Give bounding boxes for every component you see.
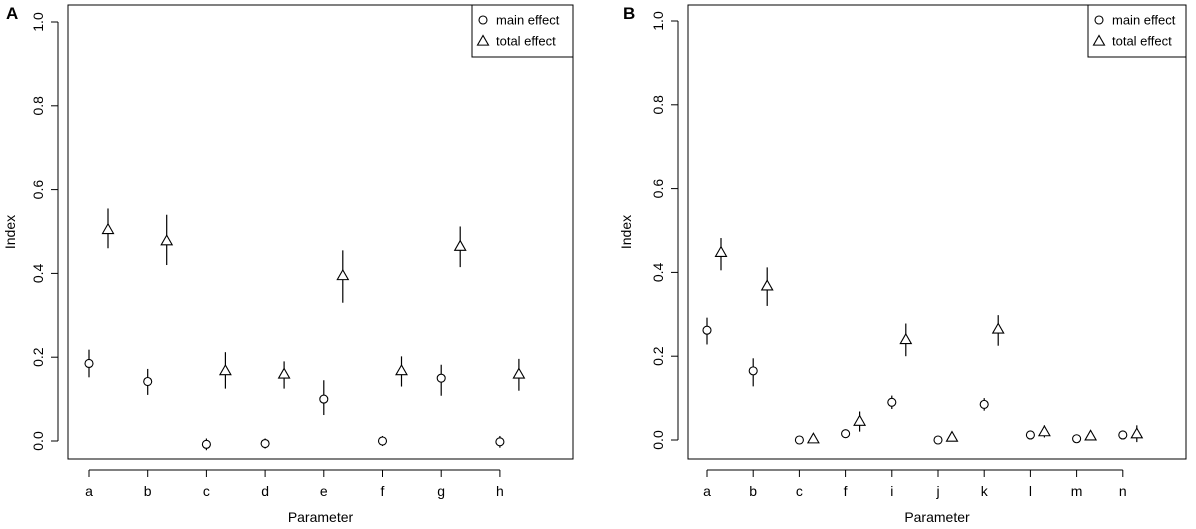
legend-circle-icon xyxy=(478,15,488,25)
y-tick-label: 0.4 xyxy=(650,262,666,282)
plot-frame xyxy=(687,4,1187,460)
main-effect-point xyxy=(841,429,851,439)
y-tick-label: 0.2 xyxy=(650,346,666,366)
legend-label: total effect xyxy=(1112,34,1172,49)
chart-a: 0.0 0.2 0.4 0.6 0.8 1.0 a b c d e f g h Parameter Index… xyxy=(2,4,574,525)
total-effect-point xyxy=(512,367,526,379)
total-effect-point xyxy=(991,322,1005,334)
y-tick-label: 0.8 xyxy=(30,96,46,116)
legend-box xyxy=(471,4,574,58)
x-tick-label: n xyxy=(1119,483,1127,499)
main-effect-point xyxy=(84,358,94,369)
total-effect-point xyxy=(277,367,291,379)
y-axis-title: Index xyxy=(618,215,634,249)
total-effect-point xyxy=(714,245,728,257)
legend-label: total effect xyxy=(496,34,556,49)
y-tick-label: 1.0 xyxy=(650,11,666,31)
y-tick-label: 0.6 xyxy=(30,180,46,200)
series-total-effect xyxy=(714,238,1144,444)
total-effect-point xyxy=(1037,425,1051,437)
x-tick-label: b xyxy=(144,483,152,499)
y-tick-label: 1.0 xyxy=(30,12,46,32)
y-axis-title: Index xyxy=(2,215,18,249)
main-effect-point xyxy=(1025,430,1035,440)
chart-panel-b: B 0.0 0.2 0.4 0.6 0.8 1.0 a b c f i j k l m n Parameter I… xyxy=(598,0,1196,529)
main-effect-point xyxy=(979,399,989,409)
main-effect-point xyxy=(794,435,804,445)
legend-circle-icon xyxy=(1094,15,1104,25)
x-tick-label: j xyxy=(935,483,939,499)
main-effect-point xyxy=(748,366,758,376)
panel-letter-a: A xyxy=(6,4,19,23)
x-axis-title: Parameter xyxy=(904,509,970,525)
total-effect-point xyxy=(945,430,959,442)
y-tick-label: 0.8 xyxy=(650,95,666,115)
total-effect-point xyxy=(853,414,867,426)
main-effect-point xyxy=(201,439,211,449)
y-tick-label: 0.2 xyxy=(30,347,46,367)
total-effect-point xyxy=(899,332,913,345)
legend-label: main effect xyxy=(496,13,560,28)
x-tick-label: m xyxy=(1071,483,1083,499)
total-effect-point xyxy=(1130,427,1144,439)
x-tick-label: k xyxy=(981,483,989,499)
x-tick-label: g xyxy=(437,483,445,499)
legend: main effect total effect xyxy=(1087,4,1187,58)
total-effect-point xyxy=(1084,429,1098,441)
legend-label: main effect xyxy=(1112,13,1176,28)
y-tick-label: 0.4 xyxy=(30,263,46,283)
x-tick-label: c xyxy=(796,483,803,499)
total-effect-point xyxy=(395,363,408,376)
legend-box xyxy=(1087,4,1187,58)
x-tick-label: a xyxy=(85,483,93,499)
x-tick-label: f xyxy=(381,483,385,499)
main-effect-point xyxy=(887,397,897,407)
y-axis: 0.0 0.2 0.4 0.6 0.8 1.0 xyxy=(650,11,679,450)
total-effect-point xyxy=(101,222,115,235)
x-axis-title: Parameter xyxy=(288,509,354,525)
x-tick-label: b xyxy=(749,483,757,499)
y-tick-label: 0.0 xyxy=(650,430,666,450)
legend: main effect total effect xyxy=(471,4,574,58)
legend-triangle-icon xyxy=(476,34,490,46)
x-tick-label: e xyxy=(320,483,328,499)
main-effect-point xyxy=(377,436,388,446)
main-effect-point xyxy=(319,394,329,404)
total-effect-point xyxy=(336,268,350,281)
total-effect-point xyxy=(160,234,174,246)
main-effect-point xyxy=(933,435,943,445)
main-effect-point xyxy=(436,373,446,383)
series-main-effect xyxy=(702,317,1128,445)
chart-panel-a: A 0.0 0.2 0.4 0.6 0.8 1.0 a b c d e f g h Parameter Ind… xyxy=(2,4,574,525)
y-tick-label: 0.6 xyxy=(650,179,666,199)
x-tick-label: h xyxy=(496,483,504,499)
total-effect-point xyxy=(218,363,232,376)
x-tick-label: d xyxy=(261,483,269,499)
total-effect-point xyxy=(453,239,467,251)
series-total-effect xyxy=(101,208,526,391)
main-effect-point xyxy=(495,437,505,447)
main-effect-point xyxy=(143,376,153,387)
x-tick-label: l xyxy=(1029,483,1032,499)
main-effect-point xyxy=(1072,434,1082,444)
x-tick-label: a xyxy=(703,483,711,499)
y-tick-label: 0.0 xyxy=(30,431,46,451)
x-axis: a b c d e f g h xyxy=(85,469,504,499)
panel-letter-b: B xyxy=(623,4,636,23)
total-effect-point xyxy=(806,432,820,444)
series-main-effect xyxy=(84,349,505,451)
main-effect-point xyxy=(1118,430,1128,440)
legend-triangle-icon xyxy=(1092,34,1106,46)
y-axis: 0.0 0.2 0.4 0.6 0.8 1.0 xyxy=(30,12,59,451)
plot-frame xyxy=(67,4,574,460)
x-tick-label: i xyxy=(890,483,893,499)
main-effect-point xyxy=(702,325,712,335)
total-effect-point xyxy=(760,279,774,291)
chart-b: 0.0 0.2 0.4 0.6 0.8 1.0 a b c f i j k l m n Parameter Ind… xyxy=(618,4,1187,525)
x-tick-label: f xyxy=(844,483,848,499)
x-tick-label: c xyxy=(203,483,210,499)
main-effect-point xyxy=(260,438,270,449)
